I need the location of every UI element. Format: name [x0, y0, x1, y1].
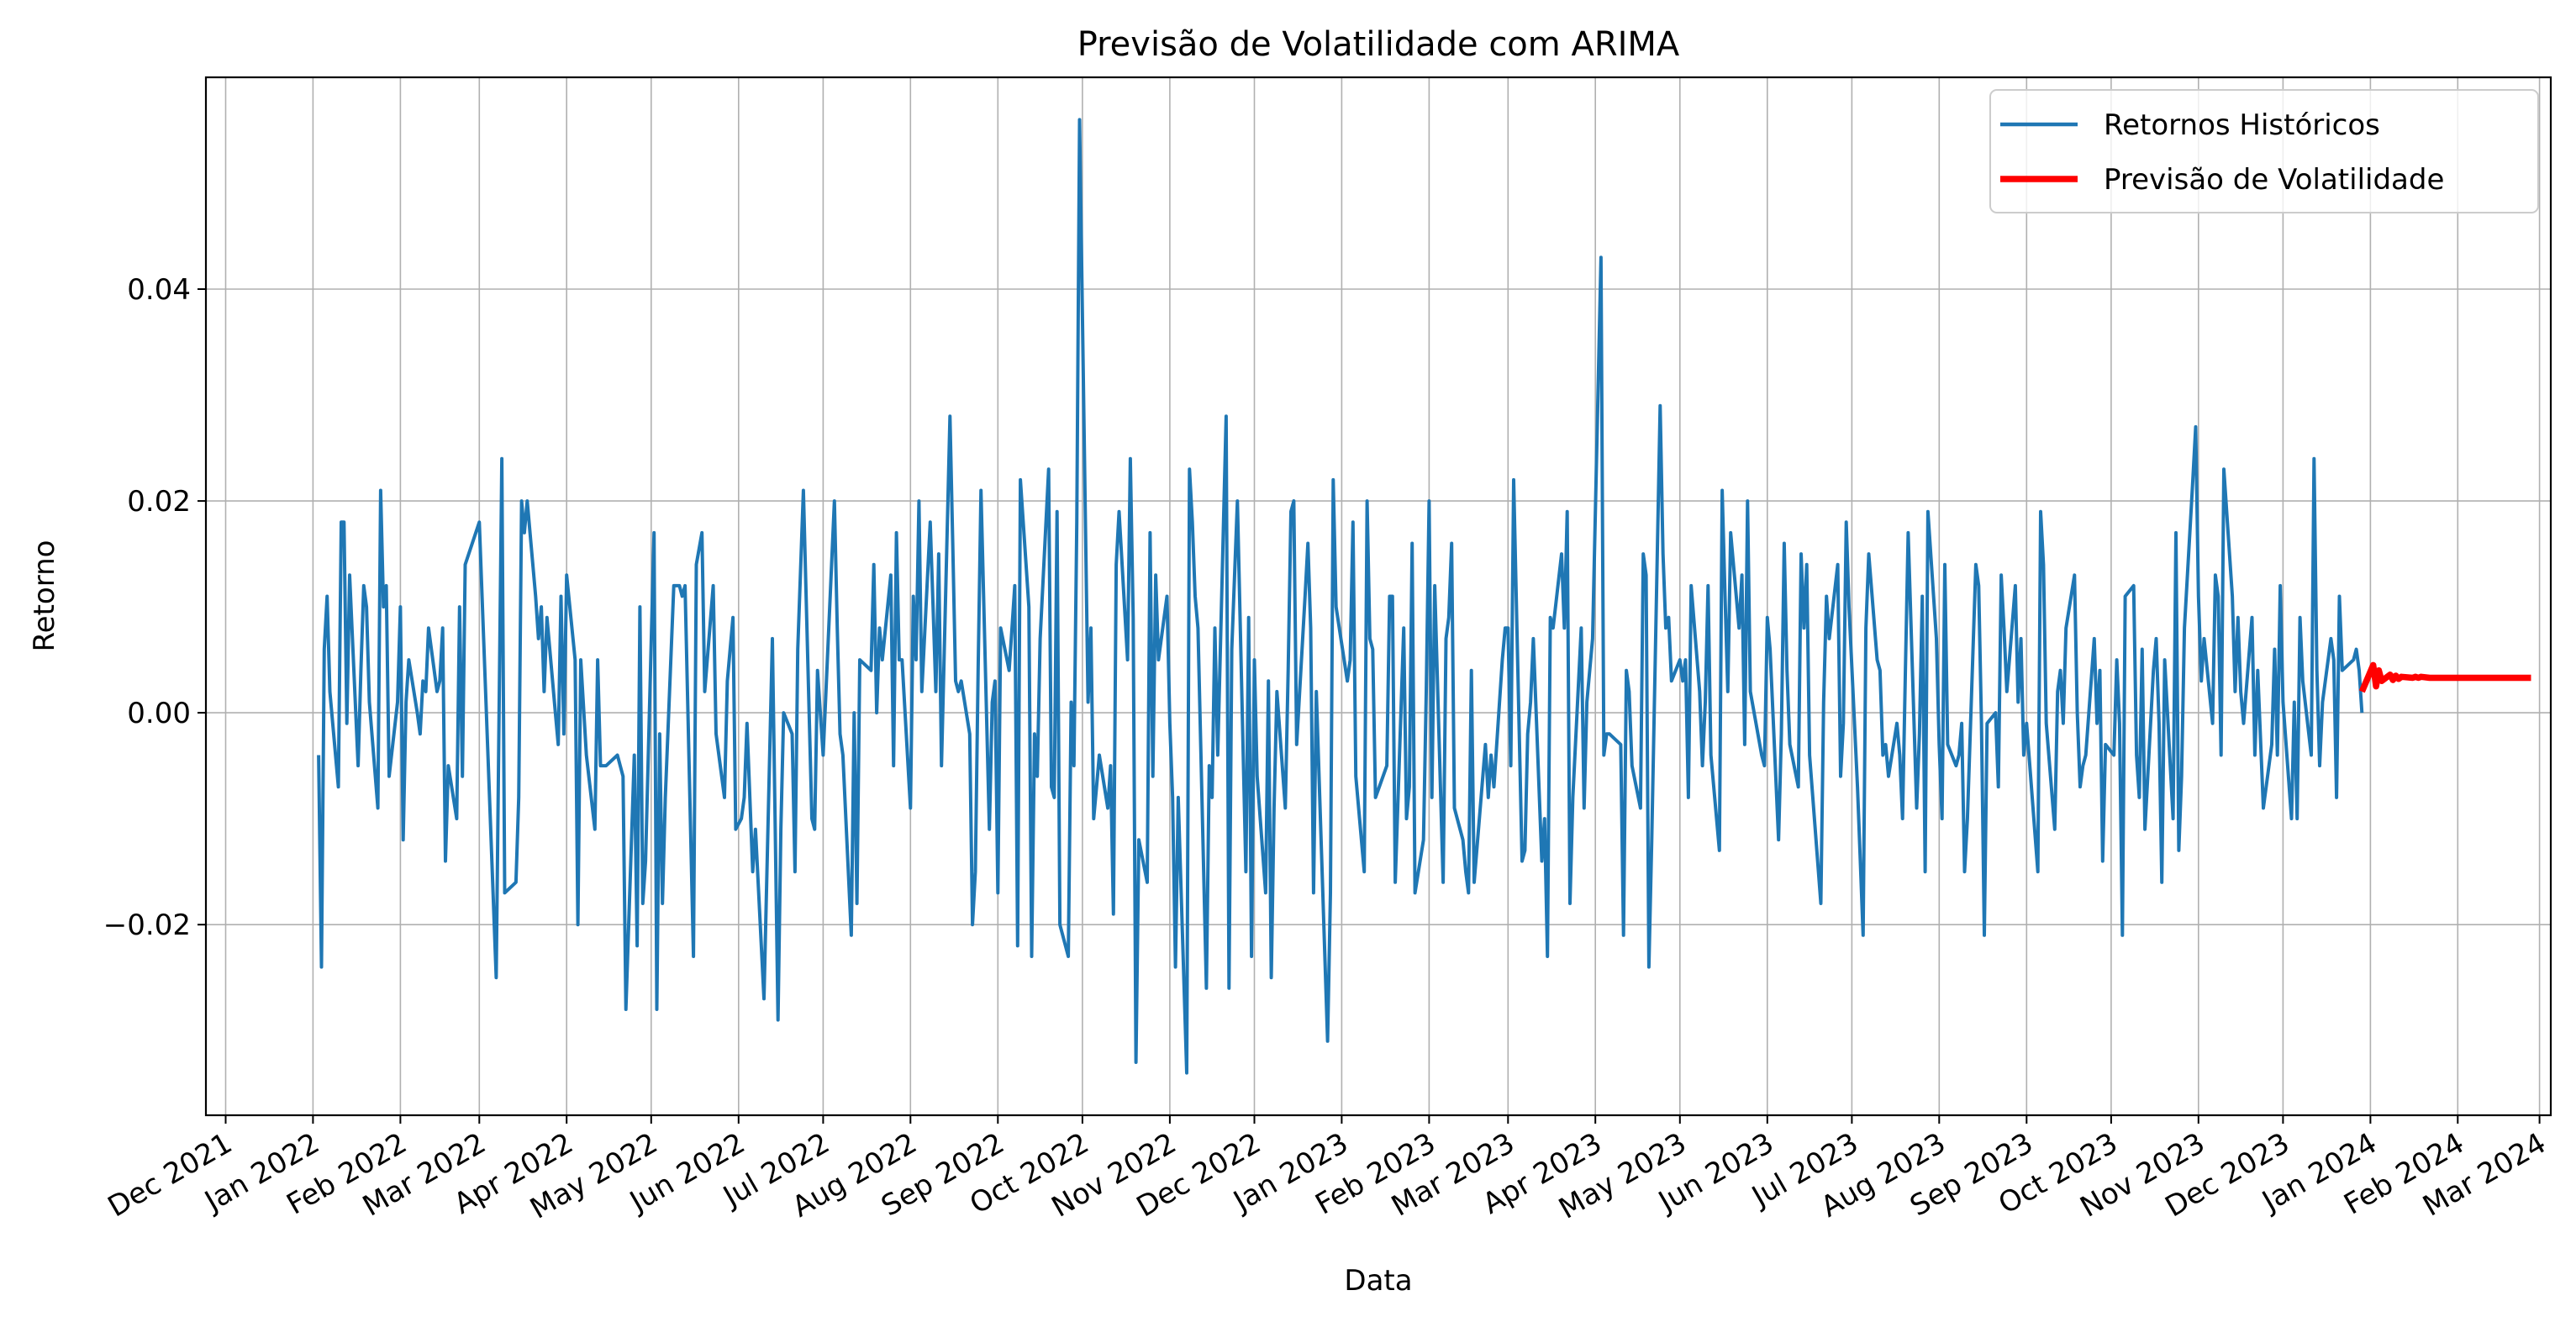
y-axis-label: Retorno: [28, 540, 61, 652]
chart-title: Previsão de Volatilidade com ARIMA: [1077, 25, 1680, 64]
legend-box: [1989, 89, 2539, 213]
series-line-volatility-forecast: [2358, 661, 2531, 693]
y-axis-ticks: −0.02 0.00 0.02 0.04: [103, 273, 206, 942]
y-tick-label: 0.02: [127, 485, 191, 519]
legend-label-forecast: Previsão de Volatilidade: [2104, 163, 2444, 197]
legend-label-historical: Retornos Históricos: [2104, 108, 2380, 142]
plot-frame: [204, 76, 2552, 1117]
y-tick-label: −0.02: [103, 909, 191, 942]
series-group: [317, 118, 2531, 1075]
legend: Retornos Históricos Previsão de Volatili…: [1989, 89, 2539, 213]
x-axis-label: Data: [1344, 1264, 1412, 1298]
y-tick-label: 0.00: [127, 697, 191, 730]
y-tick-label: 0.04: [127, 273, 191, 307]
series-line-historical-returns: [317, 118, 2364, 1075]
